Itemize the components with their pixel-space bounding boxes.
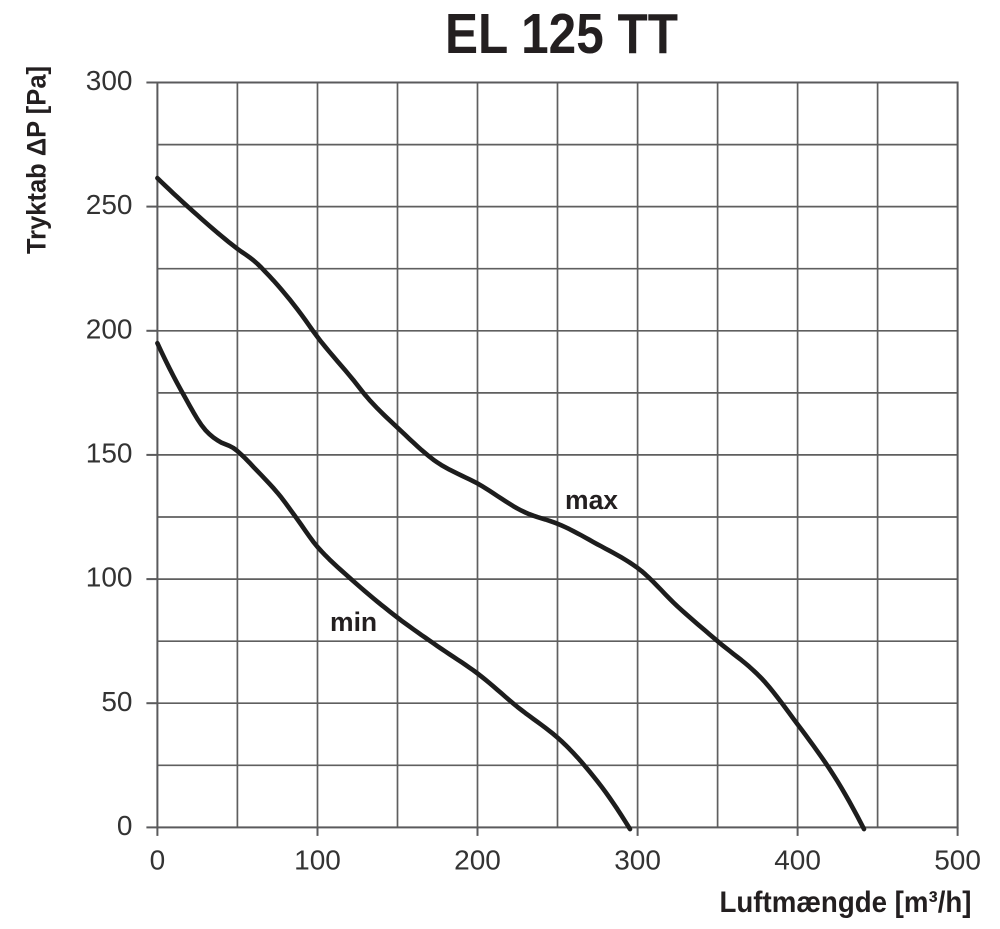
svg-text:50: 50 xyxy=(101,686,132,717)
svg-text:200: 200 xyxy=(454,845,501,876)
svg-text:EL 125 TT: EL 125 TT xyxy=(445,2,678,66)
svg-text:300: 300 xyxy=(86,65,133,96)
svg-text:200: 200 xyxy=(86,313,133,344)
svg-text:100: 100 xyxy=(86,562,133,593)
svg-text:0: 0 xyxy=(117,810,133,841)
svg-text:300: 300 xyxy=(614,845,661,876)
svg-text:500: 500 xyxy=(934,845,981,876)
svg-text:Tryktab ΔP [Pa]: Tryktab ΔP [Pa] xyxy=(22,66,52,254)
svg-text:Luftmængde [m³/h]: Luftmængde [m³/h] xyxy=(720,886,972,919)
svg-text:150: 150 xyxy=(86,437,133,468)
svg-text:max: max xyxy=(565,485,618,515)
svg-text:min: min xyxy=(330,607,377,637)
svg-text:100: 100 xyxy=(294,845,341,876)
svg-text:0: 0 xyxy=(150,845,166,876)
svg-text:250: 250 xyxy=(86,189,133,220)
svg-text:400: 400 xyxy=(774,845,821,876)
